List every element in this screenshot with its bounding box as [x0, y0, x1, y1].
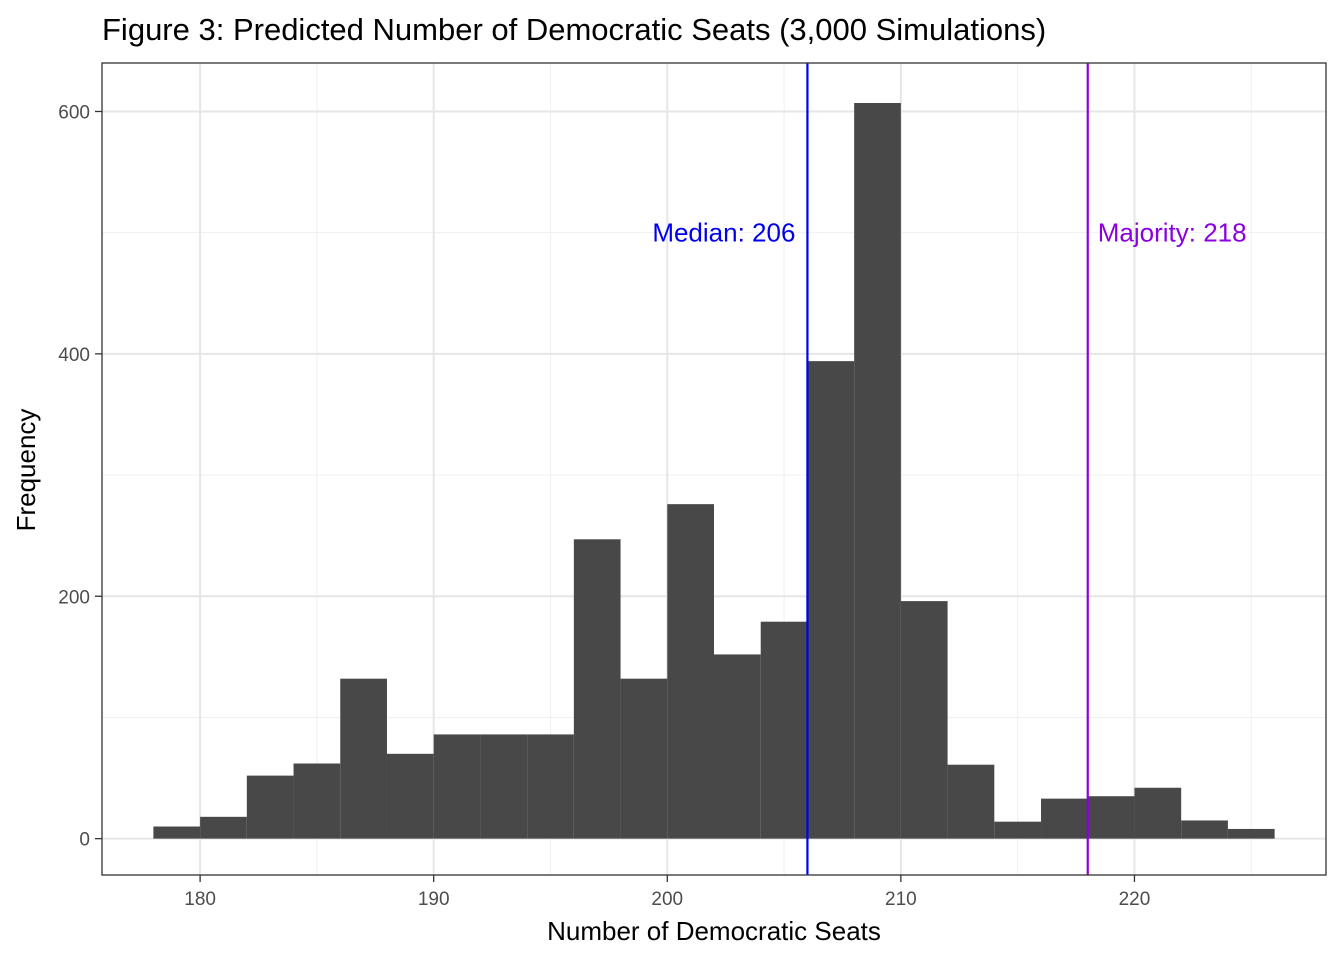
histogram-bar: [667, 504, 714, 839]
histogram-bar: [620, 678, 668, 839]
histogram-bar: [1181, 820, 1228, 839]
histogram-bar: [480, 734, 528, 839]
reference-line-label: Median: 206: [652, 218, 795, 248]
histogram-bar: [1087, 796, 1135, 839]
histogram-bar: [807, 361, 855, 839]
histogram-bar: [760, 621, 808, 839]
x-tick-label: 180: [184, 889, 216, 910]
plot-panel-border: [101, 62, 1327, 876]
histogram-bar: [854, 102, 901, 839]
histogram-bar: [1134, 787, 1182, 839]
reference-lines: Median: 206 Majority: 218: [652, 63, 1247, 875]
histogram-bar: [527, 734, 574, 839]
y-axis-title: Frequency: [11, 409, 41, 532]
y-tick-label: 0: [79, 830, 90, 851]
histogram-bar: [200, 816, 247, 839]
histogram-bar: [293, 763, 341, 839]
histogram-bars: [153, 102, 1275, 839]
histogram-bar: [246, 775, 294, 839]
histogram-bar: [714, 654, 761, 839]
histogram-bar: [947, 764, 995, 839]
histogram-bar: [573, 539, 621, 839]
y-tick-label: 200: [58, 587, 90, 608]
histogram-bar: [153, 826, 201, 839]
chart-title: Figure 3: Predicted Number of Democratic…: [102, 12, 1046, 47]
x-axis-title: Number of Democratic Seats: [547, 916, 881, 946]
x-tick-label: 220: [1119, 889, 1151, 910]
x-tick-label: 200: [651, 889, 683, 910]
x-axis-ticks: 180 190 200 210 220: [184, 875, 1150, 910]
x-tick-label: 190: [418, 889, 450, 910]
reference-line-label: Majority: 218: [1098, 218, 1247, 248]
histogram-bar: [1041, 798, 1088, 839]
y-tick-label: 600: [58, 102, 90, 123]
histogram-bar: [994, 821, 1042, 839]
histogram-bar: [433, 734, 481, 839]
histogram-bar: [386, 753, 434, 839]
x-tick-label: 210: [885, 889, 917, 910]
y-tick-label: 400: [58, 345, 90, 366]
histogram-bar: [1227, 828, 1275, 839]
y-axis-ticks: 0 200 400 600: [58, 102, 102, 851]
histogram-bar: [340, 678, 387, 839]
histogram-bar: [900, 601, 948, 839]
